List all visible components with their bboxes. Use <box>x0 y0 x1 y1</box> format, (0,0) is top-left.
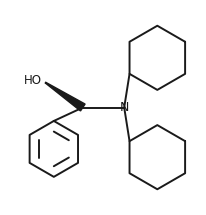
Text: N: N <box>119 101 128 114</box>
Polygon shape <box>45 82 85 111</box>
Text: HO: HO <box>23 74 41 87</box>
